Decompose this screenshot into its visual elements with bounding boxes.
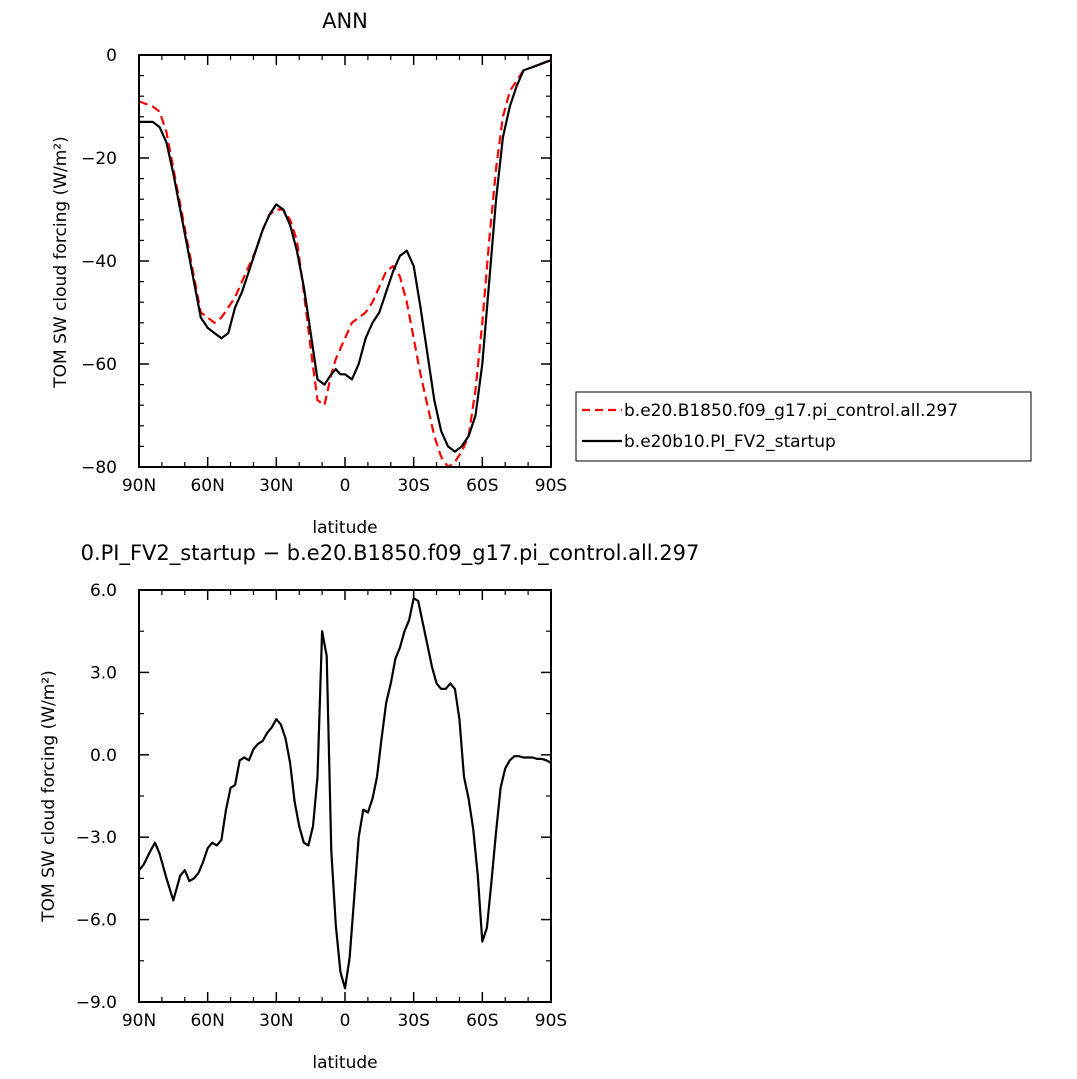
bottom-y-axis-label: TOM SW cloud forcing (W/m²) <box>39 670 59 923</box>
bottom-series-line-1 <box>138 597 552 990</box>
bottom-x-tick-label: 30S <box>397 1011 429 1031</box>
top-x-tick-label: 30S <box>397 476 429 496</box>
top-x-tick-label: 30N <box>259 476 293 496</box>
top-y-tick-label: −60 <box>81 355 117 375</box>
top-y-tick-label: −20 <box>81 149 117 169</box>
top-x-tick-label: 90N <box>122 476 156 496</box>
chart-top: ANN TOM SW cloud forcing (W/m²) latitude… <box>51 9 567 538</box>
top-x-tick-label: 60S <box>466 476 498 496</box>
bottom-y-tick-label: 0.0 <box>90 746 117 766</box>
bottom-axes: 90N 60N 30N 0 30S 60S 90S 6.0 3.0 0.0 −3.0 −6.0 −9.0 <box>76 581 568 1031</box>
chart-bottom: 0.PI_FV2_startup − b.e20.B1850.f09_g17.p… <box>39 541 699 1073</box>
bottom-series-lines <box>138 597 552 990</box>
top-y-tick-label: 0 <box>106 46 117 66</box>
bottom-plot-frame <box>138 589 552 1003</box>
legend-label-startup: b.e20b10.PI_FV2_startup <box>624 432 836 452</box>
top-series-line-1 <box>138 59 552 469</box>
bottom-x-tick-label: 90N <box>122 1011 156 1031</box>
top-legend: b.e20.B1850.f09_g17.pi_control.all.297 b… <box>575 391 1032 462</box>
top-x-axis-label: latitude <box>312 518 377 538</box>
bottom-x-tick-label: 90S <box>535 1011 567 1031</box>
top-x-tick-label: 0 <box>340 476 351 496</box>
bottom-chart-title: 0.PI_FV2_startup − b.e20.B1850.f09_g17.p… <box>81 541 700 566</box>
legend-label-control: b.e20.B1850.f09_g17.pi_control.all.297 <box>624 401 958 421</box>
top-series-lines <box>138 59 552 469</box>
legend-box <box>575 391 1032 462</box>
top-chart-title: ANN <box>322 9 368 33</box>
top-y-axis-label: TOM SW cloud forcing (W/m²) <box>51 136 71 389</box>
top-x-tick-label: 60N <box>190 476 224 496</box>
bottom-x-tick-label: 60N <box>190 1011 224 1031</box>
top-series-line-2 <box>139 59 552 453</box>
bottom-x-axis-label: latitude <box>312 1053 377 1073</box>
top-x-tick-label: 90S <box>535 476 567 496</box>
bottom-x-tick-label: 30N <box>259 1011 293 1031</box>
bottom-y-tick-label: −3.0 <box>76 828 117 848</box>
bottom-y-tick-label: 6.0 <box>90 581 117 601</box>
bottom-y-tick-label: −9.0 <box>76 993 117 1013</box>
top-axes: 90N 60N 30N 0 30S 60S 90S 0 −20 −40 −60 −80 <box>81 46 567 496</box>
bottom-y-tick-label: 3.0 <box>90 663 117 683</box>
bottom-y-tick-label: −6.0 <box>76 911 117 931</box>
bottom-x-tick-label: 60S <box>466 1011 498 1031</box>
top-y-tick-label: −40 <box>81 252 117 272</box>
bottom-x-tick-label: 0 <box>340 1011 351 1031</box>
top-plot-frame <box>138 54 552 468</box>
top-y-tick-label: −80 <box>81 458 117 478</box>
